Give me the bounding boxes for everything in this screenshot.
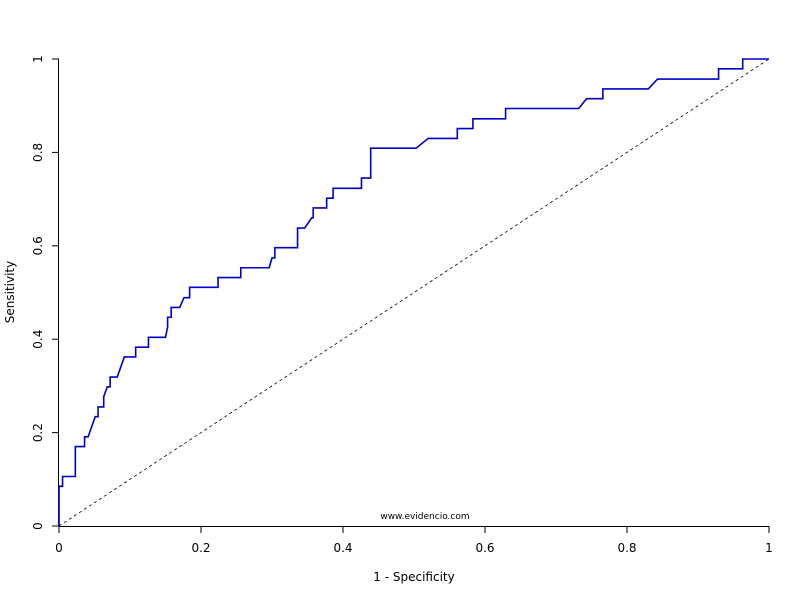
y-tick-label: 0.2 [31, 423, 45, 442]
axes-layer: 0 0.2 0.4 0.6 0.8 1 0 0.2 0.4 0.6 0.8 1 [31, 55, 773, 555]
x-tick-label: 0 [55, 541, 63, 555]
reference-diagonal-line [58, 58, 770, 527]
x-tick-label: 0.2 [191, 541, 210, 555]
y-tick-label: 0.8 [31, 143, 45, 162]
x-tick-label: 0.6 [475, 541, 494, 555]
y-tick-label: 0.4 [31, 330, 45, 349]
x-axis-title: 1 - Specificity [373, 570, 454, 584]
y-tick-label: 0.6 [31, 236, 45, 255]
series-layer [58, 58, 770, 527]
y-tick-label: 1 [31, 55, 45, 63]
y-tick-label: 0 [31, 522, 45, 530]
x-tick-label: 1 [765, 541, 773, 555]
x-tick-label: 0.8 [617, 541, 636, 555]
watermark-text: www.evidencio.com [380, 512, 469, 522]
x-tick-label: 0.4 [333, 541, 352, 555]
roc-curve-line [58, 58, 769, 526]
y-axis-title: Sensitivity [3, 261, 17, 323]
